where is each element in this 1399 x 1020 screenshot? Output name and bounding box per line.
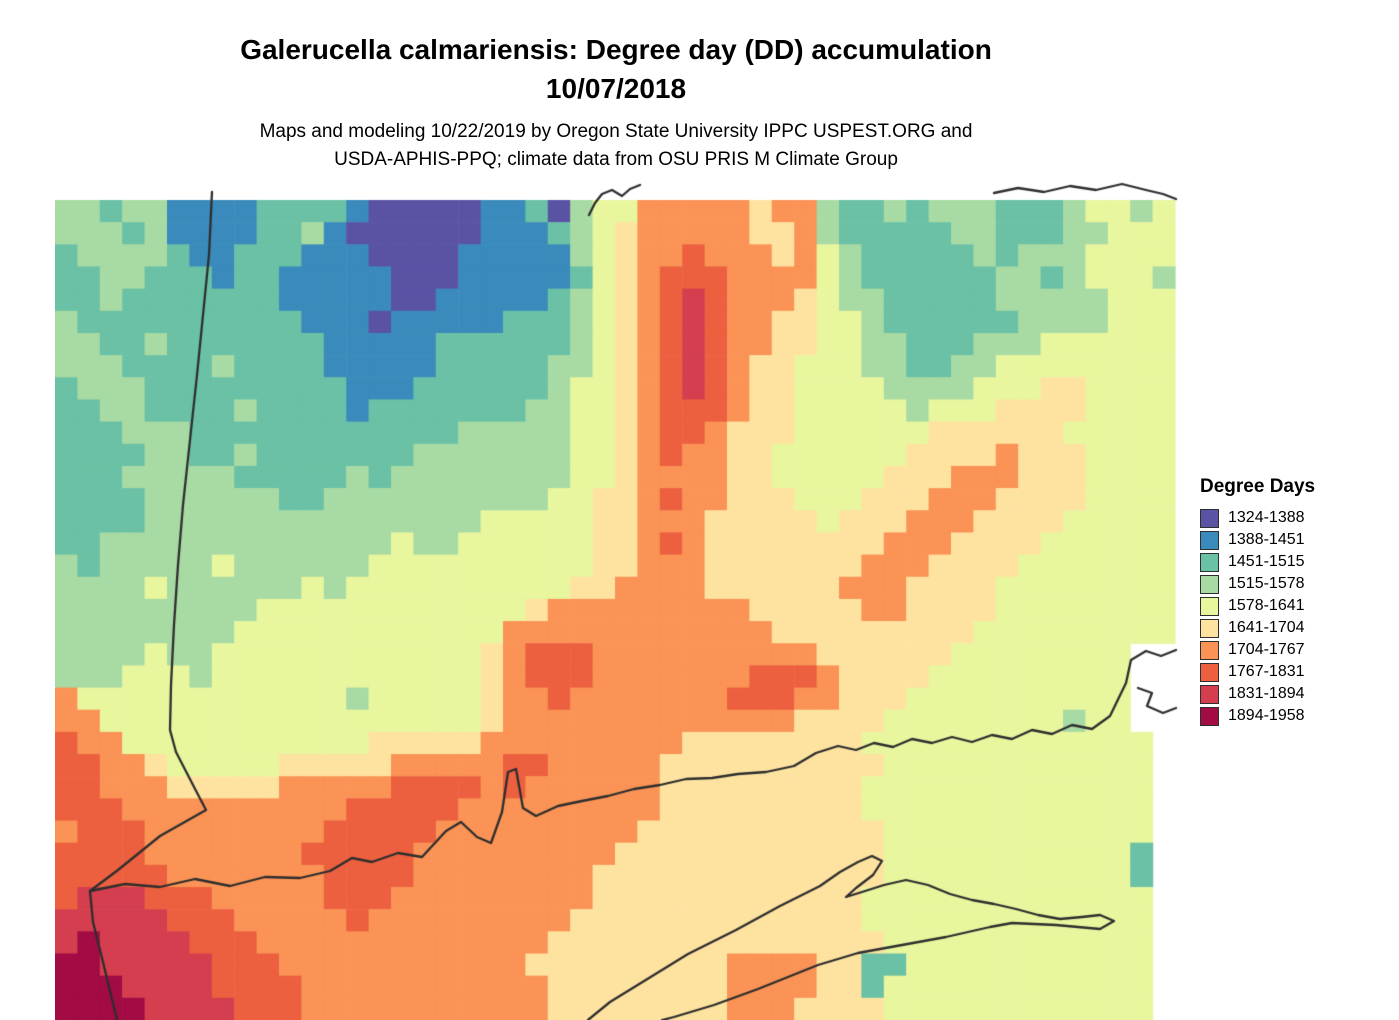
legend-item: 1641-1704 xyxy=(1200,617,1315,639)
legend-items: 1324-1388 1388-1451 1451-1515 1515-1578 1578… xyxy=(1200,507,1315,727)
legend-swatch xyxy=(1200,574,1219,594)
legend-label: 1578-1641 xyxy=(1228,597,1305,614)
legend-item: 1767-1831 xyxy=(1200,661,1315,683)
legend-swatch xyxy=(1200,662,1219,682)
legend-swatch xyxy=(1200,508,1219,528)
legend-swatch xyxy=(1200,684,1219,704)
legend-swatch xyxy=(1200,640,1219,660)
map-title-line1: Galerucella calmariensis: Degree day (DD… xyxy=(240,34,992,65)
legend: Degree Days 1324-1388 1388-1451 1451-1515 1… xyxy=(1200,476,1315,727)
header: Galerucella calmariensis: Degree day (DD… xyxy=(0,30,1232,173)
legend-label: 1894-1958 xyxy=(1228,707,1305,724)
map-title-date: 10/07/2018 xyxy=(545,73,687,105)
legend-label: 1515-1578 xyxy=(1228,575,1305,592)
legend-label: 1388-1451 xyxy=(1228,531,1305,548)
legend-item: 1451-1515 xyxy=(1200,551,1315,573)
legend-item: 1324-1388 xyxy=(1200,507,1315,529)
legend-label: 1451-1515 xyxy=(1228,553,1305,570)
legend-label: 1704-1767 xyxy=(1228,641,1305,658)
map-subtitle: Maps and modeling 10/22/2019 by Oregon S… xyxy=(0,118,1232,173)
legend-swatch xyxy=(1200,530,1219,550)
legend-item: 1578-1641 xyxy=(1200,595,1315,617)
legend-title: Degree Days xyxy=(1200,476,1316,497)
legend-label: 1641-1704 xyxy=(1228,619,1305,636)
legend-swatch xyxy=(1200,706,1219,726)
legend-swatch xyxy=(1200,552,1219,572)
map-subtitle-line1: Maps and modeling 10/22/2019 by Oregon S… xyxy=(259,121,973,143)
legend-label: 1324-1388 xyxy=(1228,509,1305,526)
degree-day-raster-map xyxy=(55,180,1179,1020)
map-subtitle-line2: USDA-APHIS-PPQ; climate data from OSU PR… xyxy=(334,148,898,170)
legend-item: 1894-1958 xyxy=(1200,705,1315,727)
legend-label: 1767-1831 xyxy=(1228,663,1305,680)
legend-label: 1831-1894 xyxy=(1228,685,1305,702)
legend-item: 1704-1767 xyxy=(1200,639,1315,661)
legend-swatch xyxy=(1200,618,1219,638)
legend-item: 1831-1894 xyxy=(1200,683,1315,705)
map-title: Galerucella calmariensis: Degree day (DD… xyxy=(0,30,1232,108)
legend-swatch xyxy=(1200,596,1219,616)
legend-item: 1515-1578 xyxy=(1200,573,1315,595)
legend-item: 1388-1451 xyxy=(1200,529,1315,551)
